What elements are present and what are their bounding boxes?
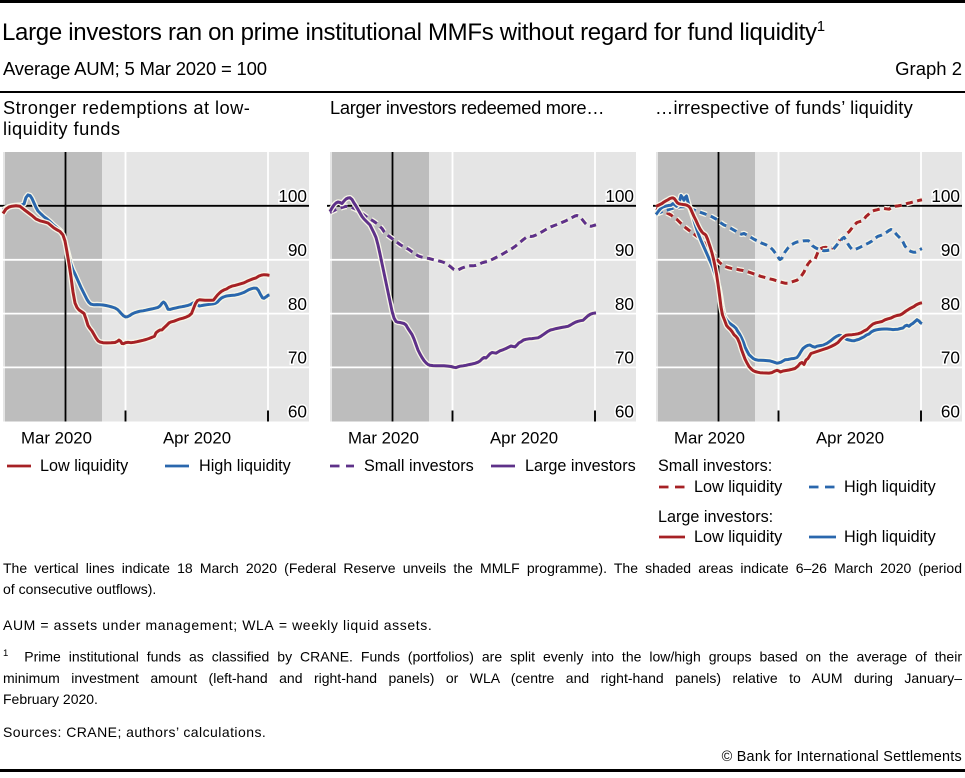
svg-text:70: 70 bbox=[941, 348, 960, 368]
svg-text:100: 100 bbox=[605, 186, 634, 206]
svg-text:60: 60 bbox=[288, 401, 307, 421]
svg-text:100: 100 bbox=[278, 186, 307, 206]
svg-text:70: 70 bbox=[288, 348, 307, 368]
svg-text:60: 60 bbox=[615, 401, 634, 421]
svg-text:80: 80 bbox=[941, 294, 960, 314]
svg-text:90: 90 bbox=[288, 240, 307, 260]
svg-text:90: 90 bbox=[941, 240, 960, 260]
svg-text:Mar 2020: Mar 2020 bbox=[348, 429, 419, 448]
svg-text:80: 80 bbox=[288, 294, 307, 314]
svg-text:Apr 2020: Apr 2020 bbox=[816, 429, 884, 448]
svg-text:Apr 2020: Apr 2020 bbox=[163, 429, 231, 448]
svg-text:70: 70 bbox=[615, 348, 634, 368]
svg-text:Mar 2020: Mar 2020 bbox=[674, 429, 745, 448]
svg-text:Mar 2020: Mar 2020 bbox=[21, 429, 92, 448]
svg-text:100: 100 bbox=[931, 186, 960, 206]
svg-text:60: 60 bbox=[941, 401, 960, 421]
svg-text:90: 90 bbox=[615, 240, 634, 260]
svg-text:80: 80 bbox=[615, 294, 634, 314]
svg-text:Apr 2020: Apr 2020 bbox=[490, 429, 558, 448]
